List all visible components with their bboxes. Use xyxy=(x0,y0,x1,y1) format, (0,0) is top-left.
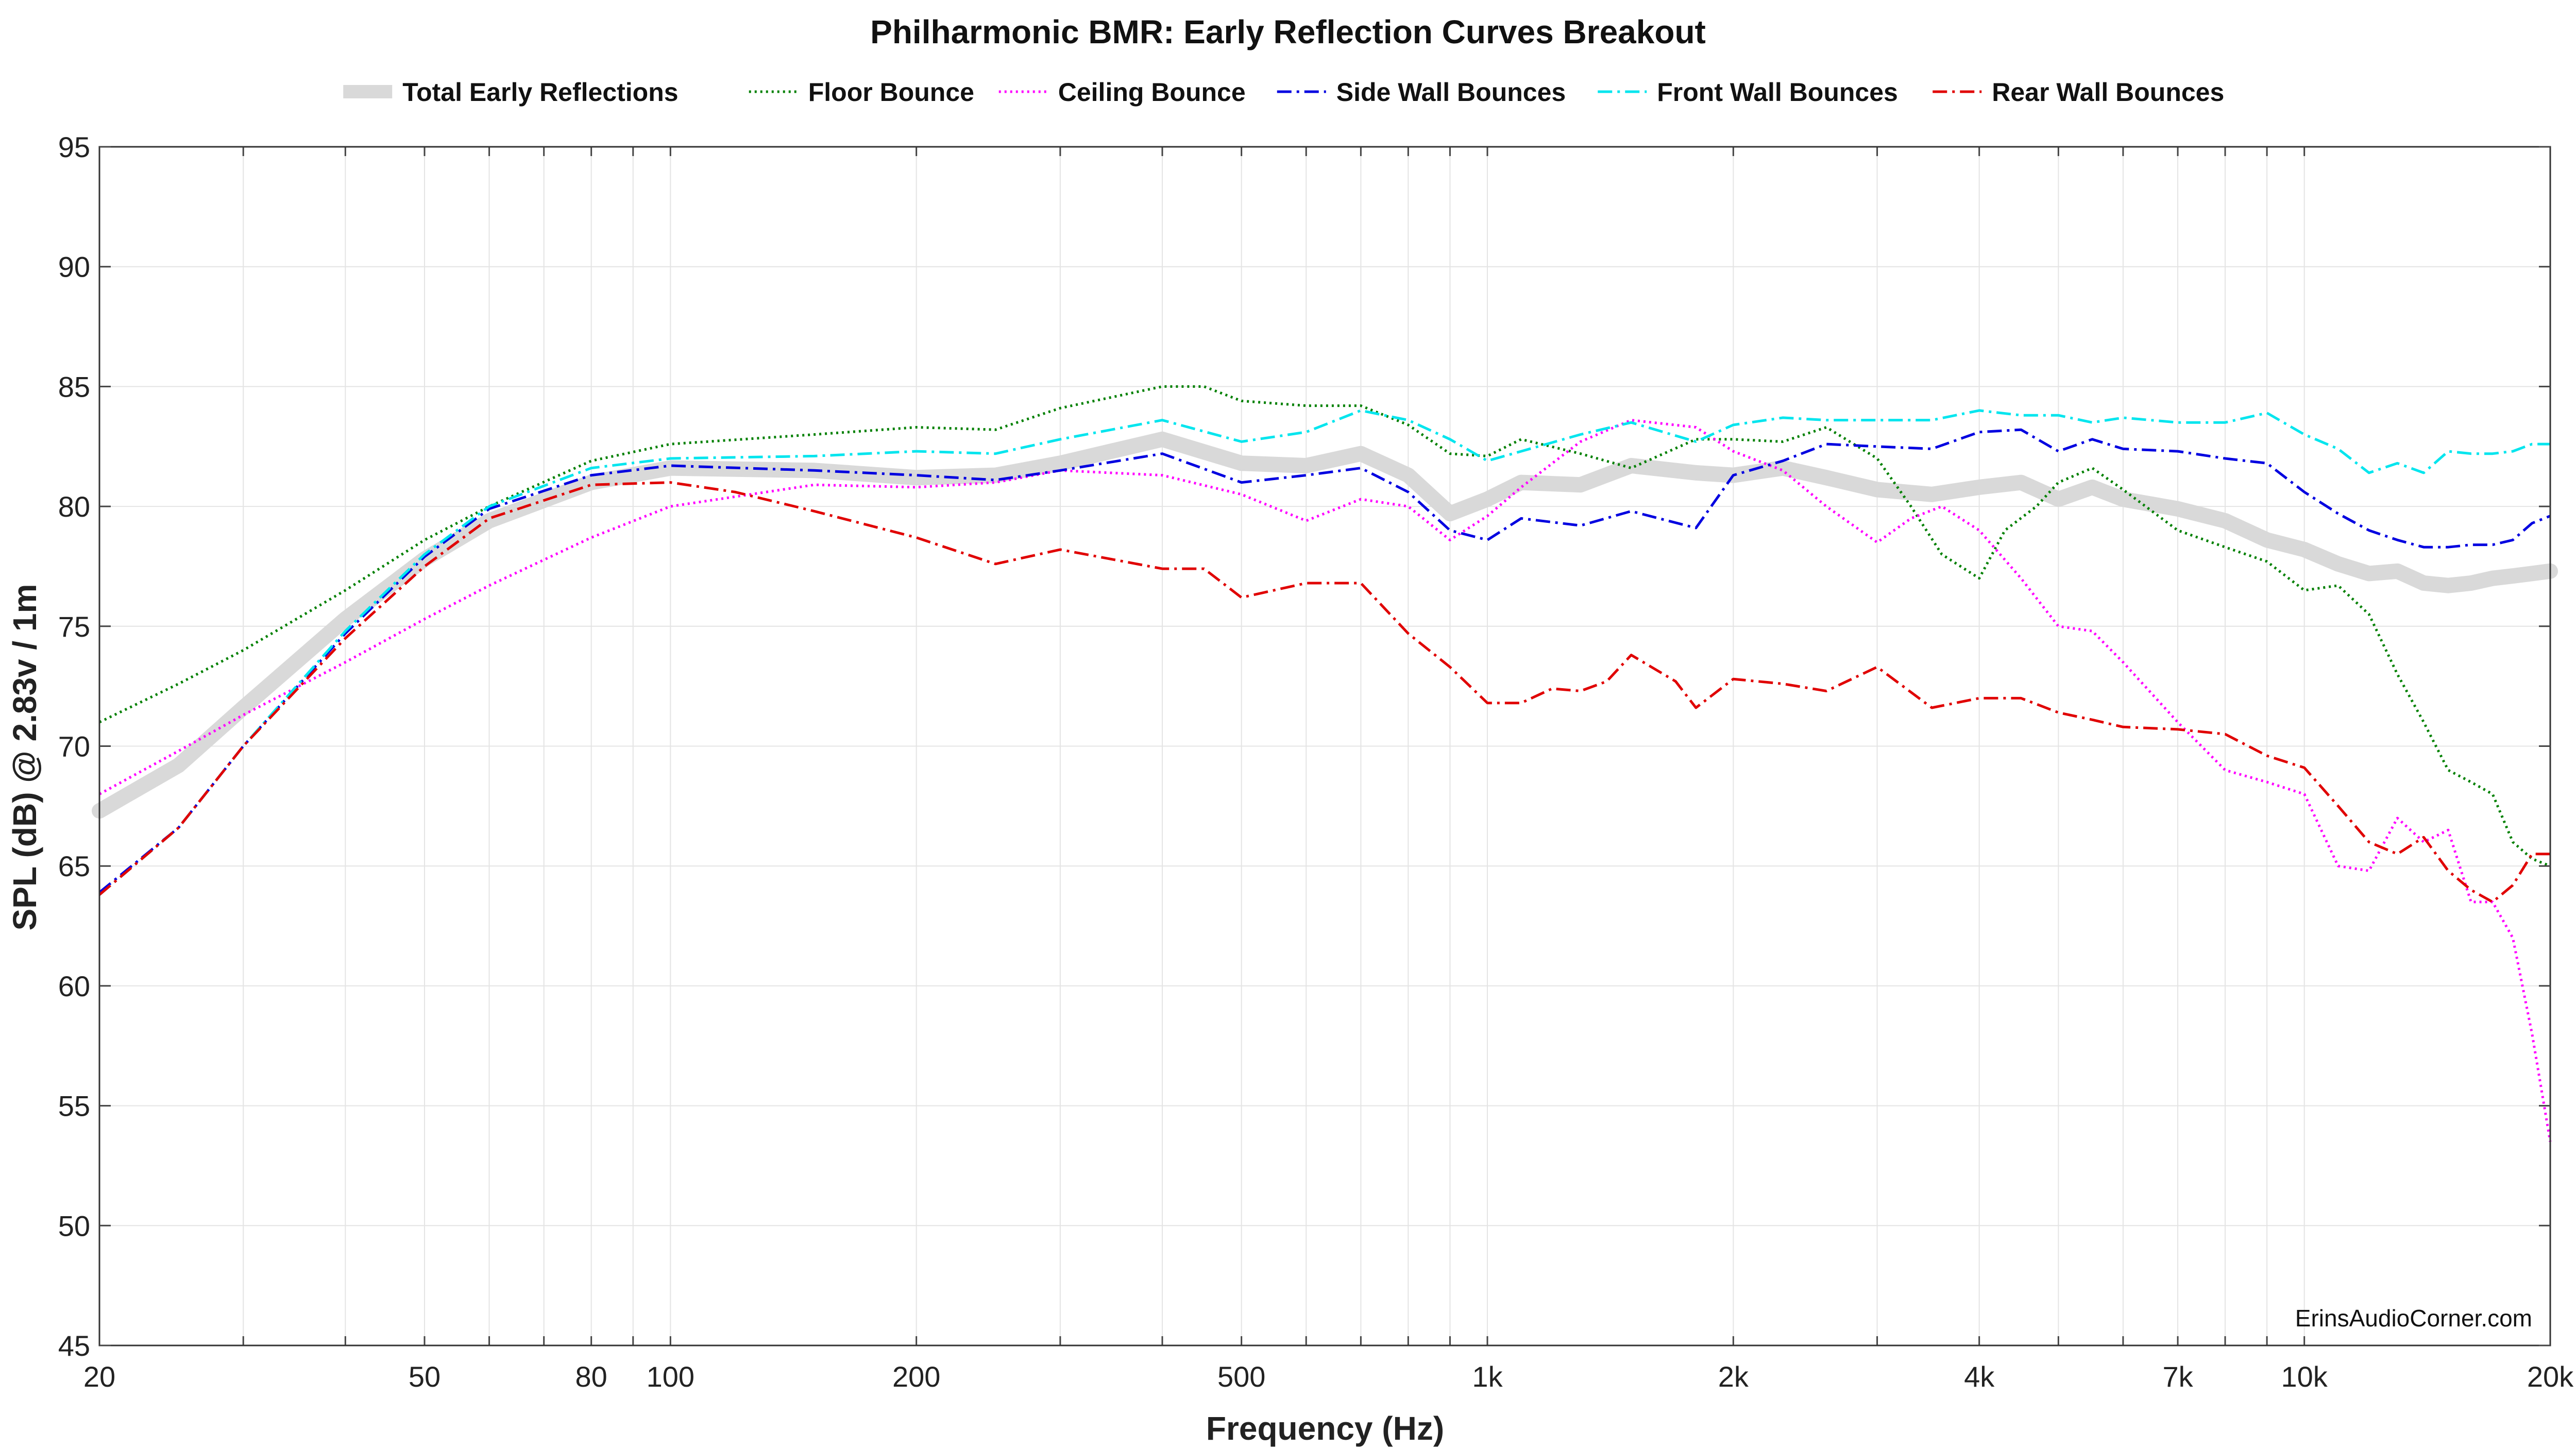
y-tick-label: 50 xyxy=(58,1209,90,1242)
y-axis-label: SPL (dB) @ 2.83v / 1m xyxy=(6,584,43,931)
legend-label-front-wall-bounces: Front Wall Bounces xyxy=(1657,78,1898,107)
x-tick-label: 1k xyxy=(1472,1360,1503,1393)
x-axis-ticks: 20 50 80 100 200 500 1k 2k 4k 7k 10k 20k xyxy=(83,1360,2574,1393)
x-tick-label: 500 xyxy=(1217,1360,1265,1393)
x-tick-label: 4k xyxy=(1964,1360,1995,1393)
x-tick-label: 50 xyxy=(409,1360,440,1393)
y-tick-label: 45 xyxy=(58,1329,90,1362)
x-tick-label: 100 xyxy=(647,1360,694,1393)
x-tick-label: 2k xyxy=(1718,1360,1749,1393)
series-line-front-wall-bounces xyxy=(98,409,2550,896)
legend: Total Early Reflections Floor Bounce Ceili… xyxy=(343,78,2224,107)
y-tick-label: 65 xyxy=(58,850,90,882)
y-tick-label: 90 xyxy=(58,251,90,283)
series-line-total-early-reflections xyxy=(92,431,2558,819)
series-group xyxy=(92,385,2558,1142)
chart-title: Philharmonic BMR: Early Reflection Curve… xyxy=(870,13,1706,50)
series-line-side-wall-bounces xyxy=(98,428,2551,894)
x-tick-label: 80 xyxy=(575,1360,607,1393)
series-line-floor-bounce xyxy=(98,385,2551,867)
y-tick-label: 75 xyxy=(58,610,90,643)
legend-label-floor-bounce: Floor Bounce xyxy=(808,78,974,107)
y-tick-label: 55 xyxy=(58,1090,90,1122)
x-tick-label: 20 xyxy=(83,1360,115,1393)
series-line-ceiling-bounce xyxy=(98,419,2552,1142)
legend-label-ceiling-bounce: Ceiling Bounce xyxy=(1058,78,1246,107)
watermark: ErinsAudioCorner.com xyxy=(2295,1305,2532,1332)
y-tick-label: 85 xyxy=(58,370,90,403)
legend-label-rear-wall-bounces: Rear Wall Bounces xyxy=(1992,78,2224,107)
x-tick-label: 20k xyxy=(2527,1360,2574,1393)
series-line-rear-wall-bounces xyxy=(98,481,2550,904)
y-tick-label: 80 xyxy=(58,490,90,523)
x-tick-label: 7k xyxy=(2162,1360,2193,1393)
x-axis-label: Frequency (Hz) xyxy=(1206,1410,1444,1447)
y-tick-label: 60 xyxy=(58,970,90,1002)
legend-label-side-wall-bounces: Side Wall Bounces xyxy=(1336,78,1566,107)
x-tick-label: 200 xyxy=(892,1360,940,1393)
y-tick-label: 70 xyxy=(58,730,90,763)
y-tick-label: 95 xyxy=(58,131,90,163)
grid-major xyxy=(99,266,2550,1226)
y-axis-ticks: 95 90 85 80 75 70 65 60 55 50 45 xyxy=(58,131,2550,1362)
legend-label-total-early-reflections: Total Early Reflections xyxy=(402,78,678,107)
x-tick-label: 10k xyxy=(2281,1360,2328,1393)
